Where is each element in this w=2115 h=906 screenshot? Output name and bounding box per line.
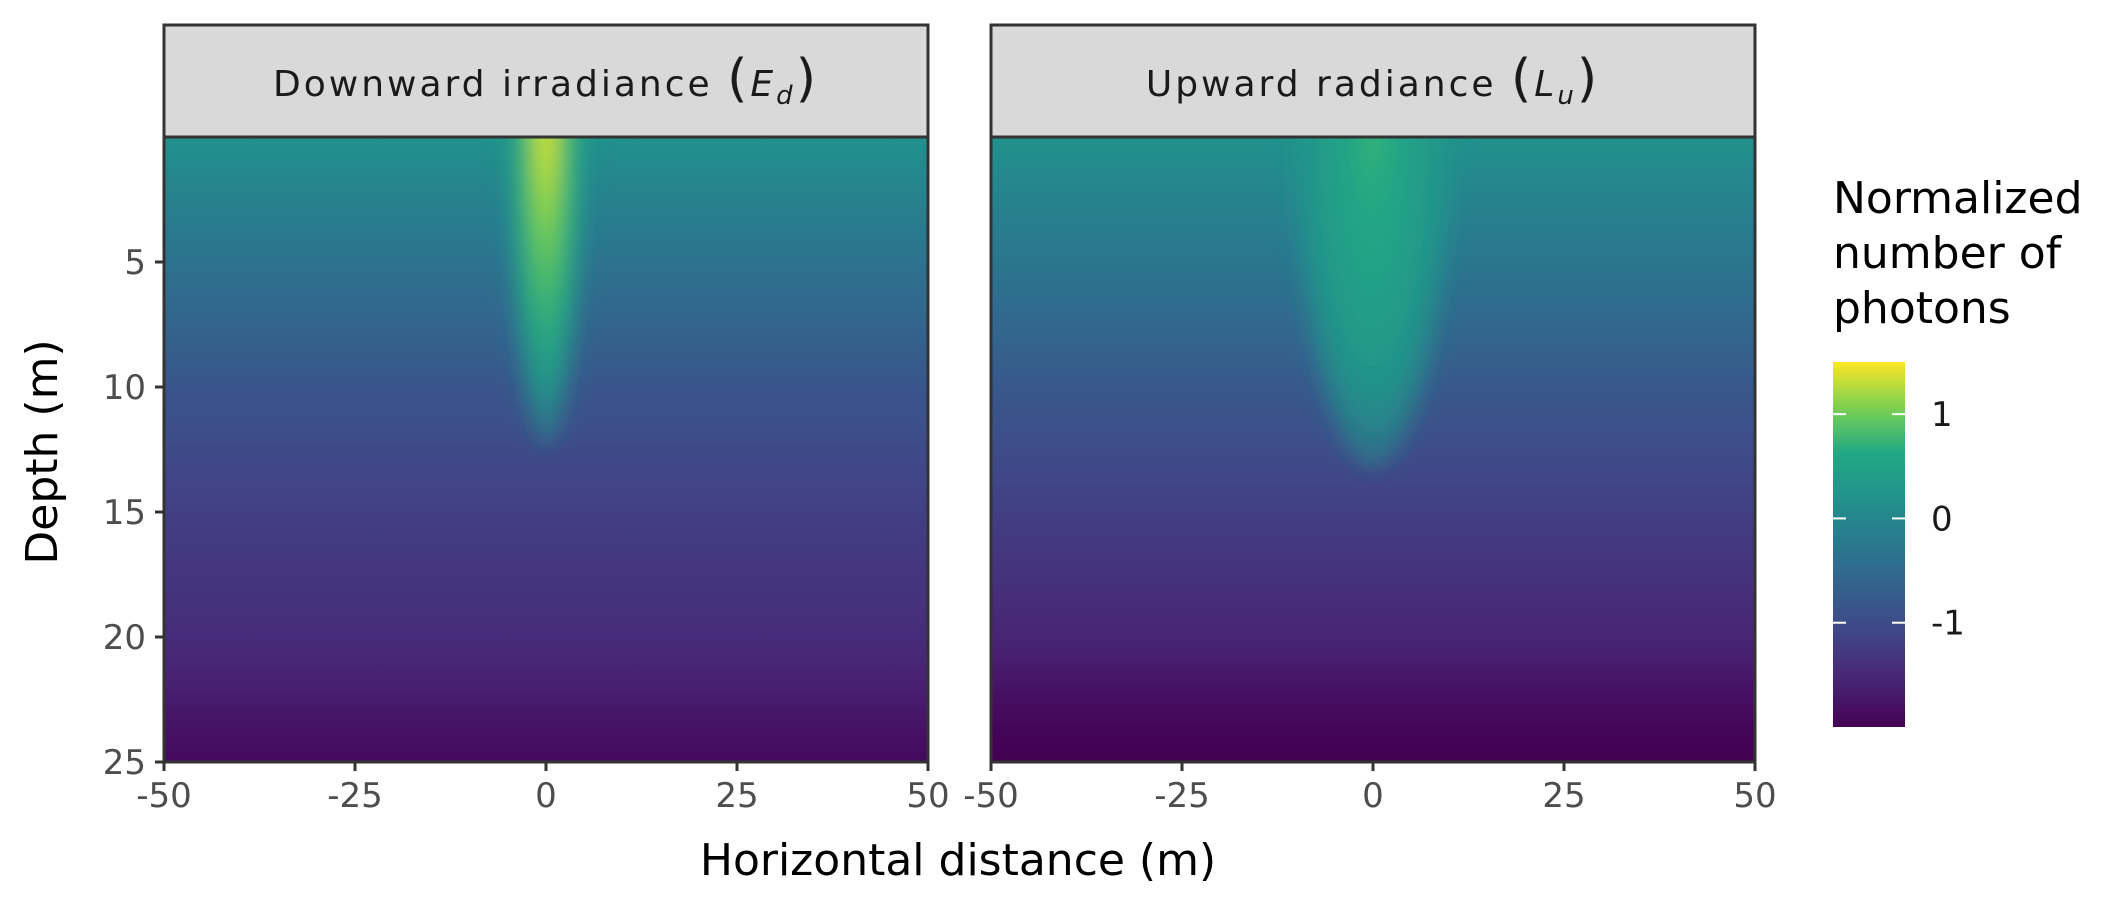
panel-title-text: Upward radiance — [1146, 64, 1511, 105]
x-tick-label: -25 — [327, 776, 383, 816]
x-tick-label: 25 — [715, 776, 758, 816]
y-axis-title: Depth (m) — [17, 339, 68, 564]
panel-title: Upward radiance (Lu) — [1146, 49, 1600, 111]
x-tick-label: 0 — [1362, 776, 1384, 816]
paren-right: ) — [796, 49, 819, 109]
x-tick-label: 0 — [535, 776, 557, 816]
legend: Normalized number of photons 1 0 -1 — [1833, 173, 2083, 727]
x-tick-label: -50 — [963, 776, 1019, 816]
y-tick-label: 20 — [103, 618, 146, 658]
panel-title-subscript: d — [776, 81, 796, 111]
x-axis-title: Horizontal distance (m) — [700, 835, 1216, 886]
beam-contour — [1364, 137, 1382, 170]
y-tick-label: 10 — [103, 368, 146, 408]
panel-title-symbol: E — [750, 64, 776, 105]
beam-plume — [504, 137, 588, 445]
legend-colorbar — [1833, 362, 1905, 727]
beam-contour — [541, 137, 551, 168]
paren-right: ) — [1577, 49, 1600, 109]
y-tick-label: 15 — [103, 493, 146, 533]
legend-tick-label: -1 — [1931, 604, 1965, 644]
y-tick-label: 25 — [103, 743, 146, 783]
beam-plume — [1289, 137, 1457, 467]
y-tick-label: 5 — [124, 243, 146, 283]
x-tick-label: 25 — [1542, 776, 1585, 816]
panel-title: Downward irradiance (Ed) — [273, 49, 819, 111]
panel-1: Downward irradiance (Ed) -50 -25 0 25 50 5 10 15… — [103, 23, 950, 816]
panel-title-subscript: u — [1557, 81, 1576, 111]
legend-title-line-2: number of — [1833, 228, 2063, 279]
panel-title-text: Downward irradiance — [273, 64, 727, 105]
panels-group: Downward irradiance (Ed)-50 -25 0 25 5051015… — [103, 23, 1777, 816]
legend-title-line-1: Normalized — [1833, 173, 2083, 224]
legend-title-line-3: photons — [1833, 283, 2011, 334]
panel-strip — [989, 23, 1757, 139]
x-tick-label: 50 — [906, 776, 949, 816]
x-tick-label: -50 — [136, 776, 192, 816]
panel-2: Upward radiance (Lu) -50 -25 0 25 50 — [963, 23, 1777, 816]
legend-tick-label: 1 — [1931, 395, 1953, 435]
paren-left: ( — [727, 49, 750, 109]
x-tick-label: 50 — [1733, 776, 1776, 816]
panel-strip — [162, 23, 930, 139]
panel-title-symbol: L — [1534, 64, 1557, 105]
x-tick-label: -25 — [1154, 776, 1210, 816]
paren-left: ( — [1511, 49, 1534, 109]
legend-tick-label: 0 — [1931, 499, 1953, 539]
